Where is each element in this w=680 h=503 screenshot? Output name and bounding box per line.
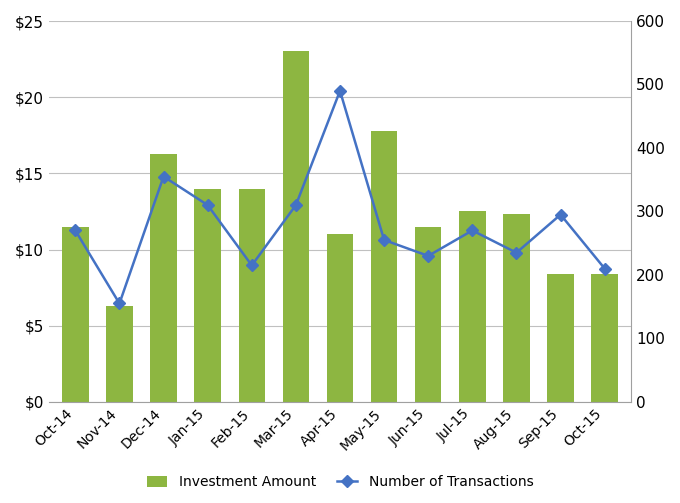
- Bar: [150, 153, 177, 402]
- Bar: [239, 189, 265, 402]
- Bar: [194, 189, 221, 402]
- Bar: [283, 51, 309, 402]
- Bar: [459, 211, 486, 402]
- Bar: [327, 234, 353, 402]
- Bar: [415, 227, 441, 402]
- Legend: Investment Amount, Number of Transactions: Investment Amount, Number of Transaction…: [139, 468, 541, 496]
- Bar: [592, 274, 618, 402]
- Bar: [371, 131, 397, 402]
- Bar: [106, 306, 133, 402]
- Bar: [547, 274, 574, 402]
- Bar: [62, 227, 88, 402]
- Bar: [503, 214, 530, 402]
